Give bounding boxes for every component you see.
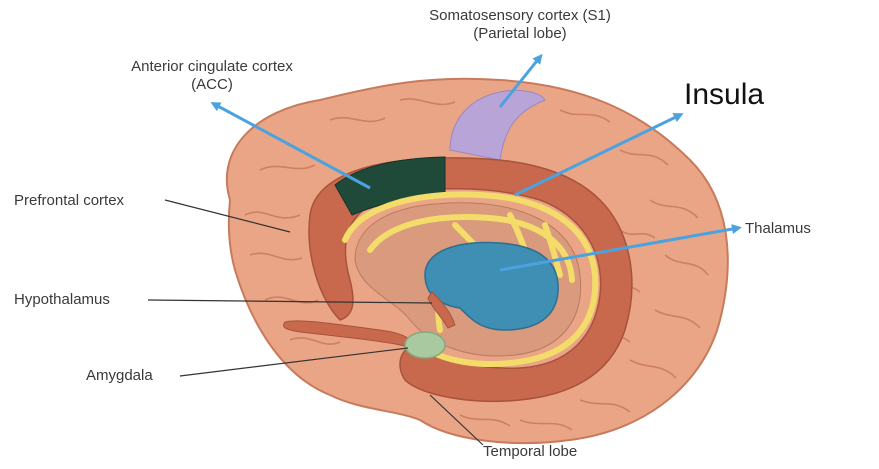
gyri-texture [244,98,709,431]
label-acc: Anterior cingulate cortex (ACC) [97,58,327,94]
label-amygdala: Amygdala [86,367,153,384]
thalamus-arrow [499,224,742,272]
acc-arrow [210,102,371,190]
acc-line2: (ACC) [191,76,233,93]
s1-arrow [498,53,543,108]
temporal-leader [429,394,484,446]
label-insula: Insula [684,78,765,111]
amygdala-leader [179,347,409,377]
label-thalamus: Thalamus [745,220,811,237]
s1-region [449,89,546,161]
somatosensory-line1: Somatosensory cortex (S1) [429,7,611,24]
prefrontal-leader [164,199,291,233]
hypothalamus-leader [147,299,433,304]
leader-lines [147,199,484,446]
label-somatosensory: Somatosensory cortex (S1) (Parietal lobe… [405,7,635,43]
somatosensory-line2: (Parietal lobe) [473,25,567,42]
insula-arrow [514,113,684,197]
label-prefrontal: Prefrontal cortex [14,192,125,209]
label-hypothalamus: Hypothalamus [14,291,110,308]
pointer-arrows [210,53,742,272]
acc-region [334,156,446,216]
amygdala-shape [404,331,446,359]
label-temporal: Temporal lobe [483,443,578,460]
acc-line1: Anterior cingulate cortex [131,58,293,75]
